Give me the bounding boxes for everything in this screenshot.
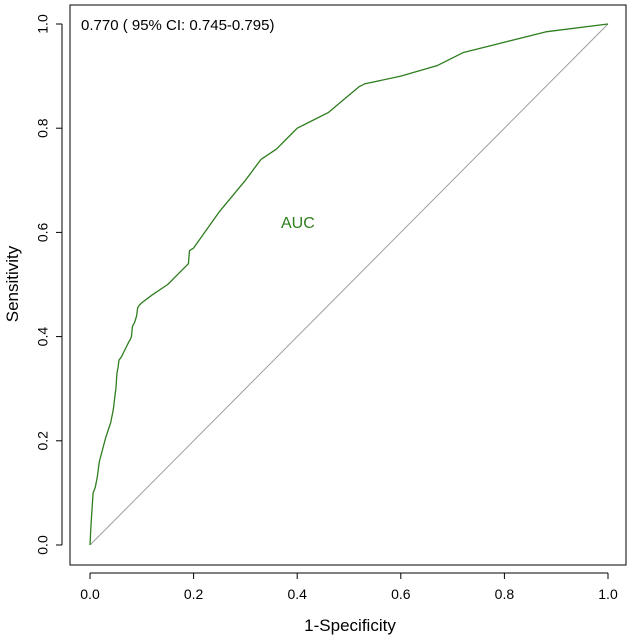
x-tick-label: 0.4 <box>287 586 307 602</box>
plot-frame <box>69 4 627 566</box>
x-axis-label: 1-Specificity <box>304 616 396 635</box>
y-tick-label: 0.2 <box>35 431 51 451</box>
auc-label: AUC <box>281 215 315 232</box>
x-tick-label: 1.0 <box>598 586 618 602</box>
roc-curve <box>89 23 609 546</box>
x-tick-label: 0.0 <box>80 586 100 602</box>
y-tick-label: 1.0 <box>35 14 51 34</box>
y-axis-label: Sensitivity <box>3 245 22 322</box>
y-tick-label: 0.4 <box>35 327 51 347</box>
y-tick-label: 0.0 <box>35 535 51 555</box>
x-tick-label: 0.6 <box>391 586 411 602</box>
y-tick-label: 0.6 <box>35 222 51 242</box>
x-tick-label: 0.8 <box>495 586 515 602</box>
ci-annotation: 0.770 ( 95% CI: 0.745-0.795) <box>81 17 274 34</box>
x-tick-label: 0.2 <box>184 586 204 602</box>
y-tick-label: 0.8 <box>35 118 51 138</box>
reference-diagonal <box>89 23 609 546</box>
